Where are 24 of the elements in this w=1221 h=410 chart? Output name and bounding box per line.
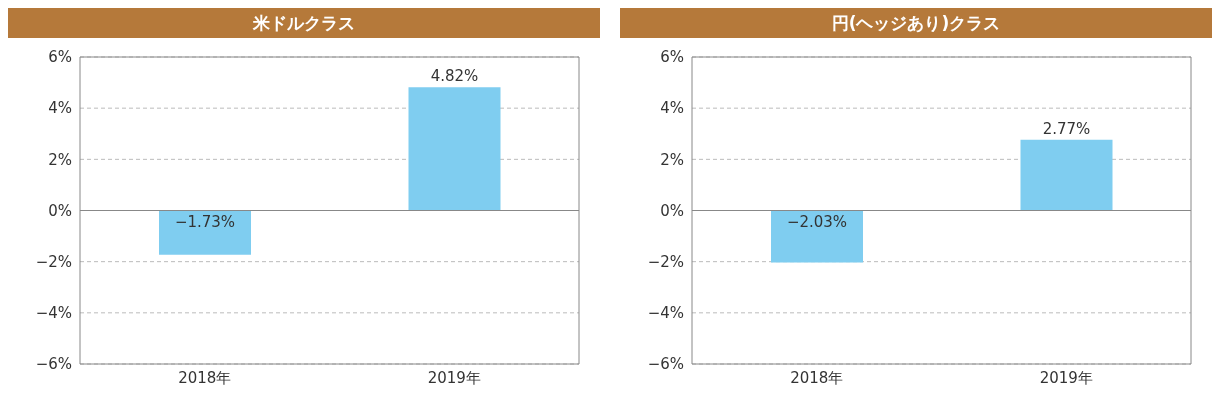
y-tick-label: −6% (35, 355, 72, 374)
y-tick-label: 6% (48, 48, 72, 67)
chart-title: 米ドルクラス (8, 8, 600, 38)
x-tick-label: 2018年 (178, 368, 232, 387)
data-label: 2.77% (1042, 119, 1091, 138)
y-tick-label: 4% (48, 99, 72, 118)
data-label: 4.82% (430, 67, 479, 86)
chart-title: 円(ヘッジあり)クラス (620, 8, 1212, 38)
y-tick-label: −4% (647, 304, 684, 323)
x-tick-label: 2018年 (790, 368, 844, 387)
y-tick-label: −6% (647, 355, 684, 374)
y-tick-label: 4% (660, 99, 684, 118)
y-tick-label: −4% (35, 304, 72, 323)
y-tick-label: −2% (647, 252, 684, 271)
x-tick-label: 2019年 (427, 368, 481, 387)
y-tick-label: 2% (48, 150, 72, 169)
y-tick-label: −2% (35, 252, 72, 271)
y-tick-label: 0% (660, 201, 684, 220)
y-tick-label: 2% (660, 150, 684, 169)
x-tick-label: 2019年 (1039, 368, 1093, 387)
y-tick-label: 0% (48, 201, 72, 220)
y-tick-label: 6% (660, 48, 684, 67)
data-label: −2.03% (786, 212, 848, 231)
data-label: −1.73% (174, 212, 236, 231)
